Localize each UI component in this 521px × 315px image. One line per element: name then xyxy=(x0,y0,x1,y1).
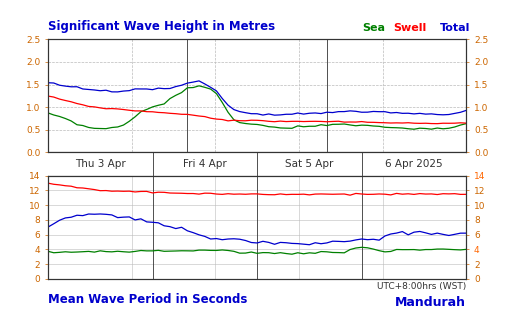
Text: Fri 4 Apr: Fri 4 Apr xyxy=(183,159,227,169)
Text: UTC+8:00hrs (WST): UTC+8:00hrs (WST) xyxy=(377,282,466,291)
Text: Total: Total xyxy=(440,23,470,33)
Text: Sat 5 Apr: Sat 5 Apr xyxy=(285,159,333,169)
Text: Significant Wave Height in Metres: Significant Wave Height in Metres xyxy=(48,20,275,33)
Text: Mean Wave Period in Seconds: Mean Wave Period in Seconds xyxy=(48,293,247,306)
Text: Mandurah: Mandurah xyxy=(395,296,466,309)
Text: 6 Apr 2025: 6 Apr 2025 xyxy=(385,159,443,169)
Text: Sea: Sea xyxy=(362,23,385,33)
Text: Swell: Swell xyxy=(393,23,427,33)
Text: Thu 3 Apr: Thu 3 Apr xyxy=(75,159,126,169)
